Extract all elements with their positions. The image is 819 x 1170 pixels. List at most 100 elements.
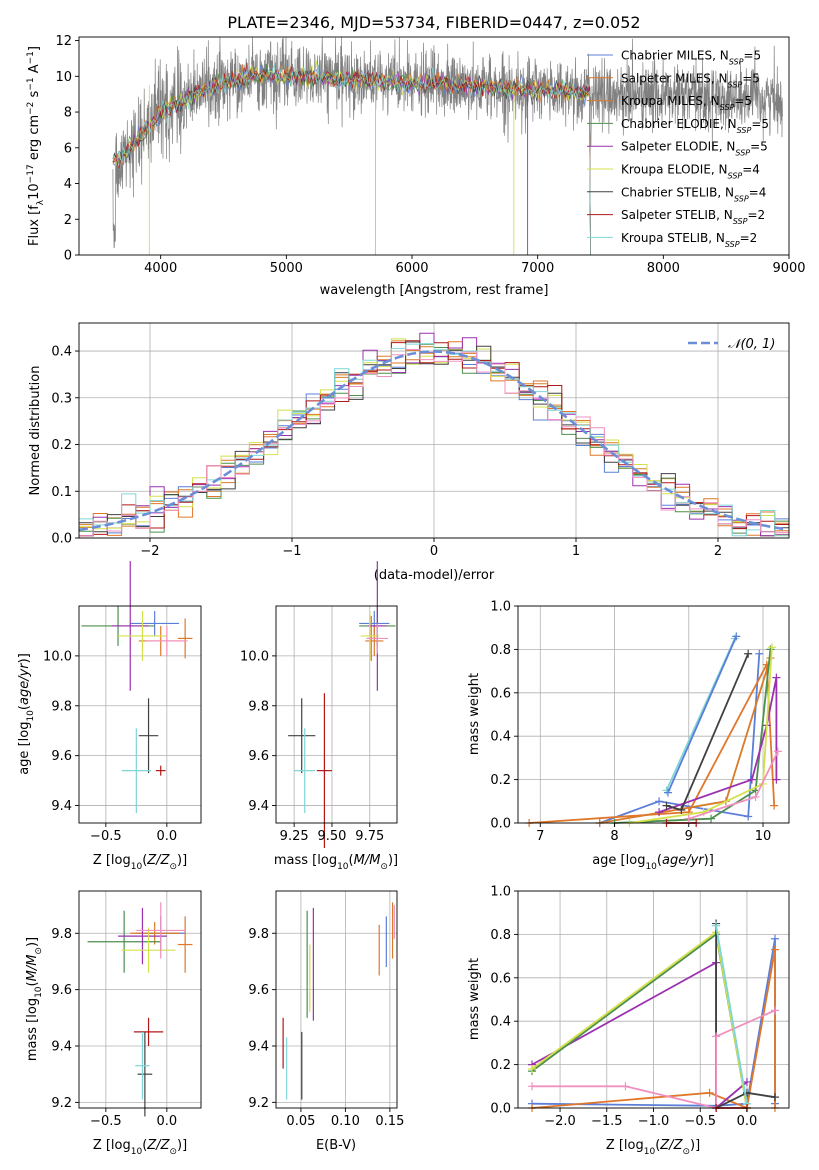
legend-label: Kroupa ELODIE, NSSP=4 [621,163,760,181]
y-tick-label: 0.2 [490,1058,511,1073]
x-tick-label: 0.0 [156,1114,177,1129]
legend-label: Salpeter MILES, NSSP=5 [621,71,760,89]
weight-point-marker [528,1082,537,1091]
legend-label: Kroupa MILES, NSSP=5 [621,94,752,112]
weight-point-marker [621,1082,630,1091]
x-tick-label: 0.15 [375,1114,404,1129]
weight-vs-metallicity-panel: −2.0 −1.5 −1.0 −0.5 0.0 0.0 0.2 0.4 0.6 0.8 1.0 Z [… [467,885,790,1157]
y-tick-label: 0 [64,249,72,264]
axes-frame [275,605,398,824]
legend-label: Chabrier ELODIE, NSSP=5 [621,117,769,134]
y-axis-label: Flux [fλ10−17 erg cm−2 s−1 A−1] [26,46,46,246]
y-tick-label: 0.2 [51,438,72,453]
x-tick-label: −1.0 [638,1114,670,1129]
y-tick-label: 9.6 [51,983,72,998]
x-axis-label: mass [log10(M/M⊙)] [274,853,398,872]
axes-frame [78,890,202,1109]
weight-point-marker [747,775,756,784]
y-tick-label: 1.0 [490,600,511,615]
weight-point-marker [770,1006,779,1015]
weight-point-marker [705,1088,714,1097]
y-tick-label: 0.0 [490,1102,511,1117]
legend-label: Salpeter STELIB, NSSP=2 [621,208,765,226]
weight-point-marker [744,649,753,658]
y-tick-label: 10 [55,70,72,85]
weight-point-marker [770,945,779,954]
legend-label: Kroupa STELIB, NSSP=2 [621,231,757,249]
x-tick-label: 0.05 [286,1114,315,1129]
y-tick-label: 9.8 [51,699,72,714]
x-tick-label: 1 [572,544,580,559]
legend-label: Salpeter ELODIE, NSSP=5 [621,140,768,158]
x-axis-label: (data-model)/error [374,568,495,583]
y-tick-label: 0.3 [51,391,72,406]
mass-vs-ebv-panel: 0.05 0.10 0.15 9.2 9.4 9.6 9.8 E(B-V) [248,890,404,1153]
residual-legend-label: 𝒩(0, 1) [728,337,775,352]
weight-point-marker [772,673,781,682]
x-tick-label: −0.5 [90,829,122,844]
y-tick-label: 0.0 [51,532,72,547]
x-axis-label: E(B-V) [316,1138,356,1153]
x-tick-label: 9.50 [317,829,346,844]
axes-frame [78,36,790,256]
x-tick-label: 7000 [521,261,554,276]
age-vs-metallicity-panel: −0.5 0.0 9.4 9.6 9.8 10.0 Z [log10(Z/Z⊙)] age [… [17,561,202,872]
y-tick-label: 9.6 [248,749,269,764]
x-tick-label: 9 [685,829,693,844]
x-tick-label: −0.5 [684,1114,716,1129]
y-tick-label: 9.4 [51,1040,72,1055]
x-tick-label: −0.5 [90,1114,122,1129]
weight-point-marker [662,801,671,810]
weight-point-marker [528,1064,537,1073]
model-spectrum-line [112,68,591,256]
y-tick-label: 0.6 [490,971,511,986]
y-tick-label: 0.0 [490,817,511,832]
weight-series-line [667,636,738,793]
weight-point-marker [766,645,775,654]
y-axis-label: mass weight [467,673,482,755]
weight-series-line [666,653,750,812]
x-tick-label: 9.75 [355,829,384,844]
y-tick-label: 8 [64,106,72,121]
weight-series-line [629,647,773,824]
y-axis-label: mass weight [467,958,482,1040]
x-axis-label: age [log10(age/yr)] [592,853,714,872]
y-tick-label: 0.4 [51,345,72,360]
y-tick-label: 0.4 [490,730,511,745]
weight-series-line [715,925,748,1104]
model-spectrum-line [112,63,591,256]
x-tick-label: 4000 [144,261,177,276]
weight-series-line [715,923,776,1110]
y-tick-label: 9.8 [248,699,269,714]
y-tick-label: 9.6 [51,749,72,764]
weight-vs-age-panel: 7 8 9 10 0.0 0.2 0.4 0.6 0.8 1.0 age [log10(age/yr… [467,600,790,872]
residual-histogram [79,349,789,537]
weight-point-marker [655,808,664,817]
x-axis-label: Z [log10(Z/Z⊙)] [93,853,187,872]
residuals-panel: 𝒩(0, 1) −2 −1 0 1 2 0.0 0.1 0.2 0.3 0.4 (data-model… [28,322,790,583]
y-tick-label: 0.8 [490,643,511,658]
weight-point-marker [712,921,721,930]
y-tick-label: 9.2 [51,1096,72,1111]
x-tick-label: −2.0 [544,1114,576,1129]
y-axis-label: Normed distribution [28,366,43,496]
y-tick-label: 9.4 [248,799,269,814]
y-tick-label: 9.2 [248,1096,269,1111]
weight-point-marker [677,805,686,814]
x-tick-label: 0 [430,544,438,559]
y-tick-label: 10.0 [240,649,269,664]
y-tick-label: 2 [64,213,72,228]
y-tick-label: 9.6 [248,983,269,998]
weight-point-marker [770,934,779,943]
weight-point-marker [772,775,781,784]
age-vs-mass-panel: 9.25 9.50 9.75 9.4 9.6 9.8 10.0 mass [log10(M/M… [240,561,398,872]
x-tick-label: 9.25 [280,829,309,844]
y-tick-label: 4 [64,177,72,192]
weight-point-marker [732,632,741,641]
legend-label: Chabrier STELIB, NSSP=4 [621,185,766,203]
x-tick-label: 10 [755,829,772,844]
weight-series-line [531,930,748,1109]
weight-point-marker [744,812,753,821]
x-tick-label: −2 [140,544,159,559]
